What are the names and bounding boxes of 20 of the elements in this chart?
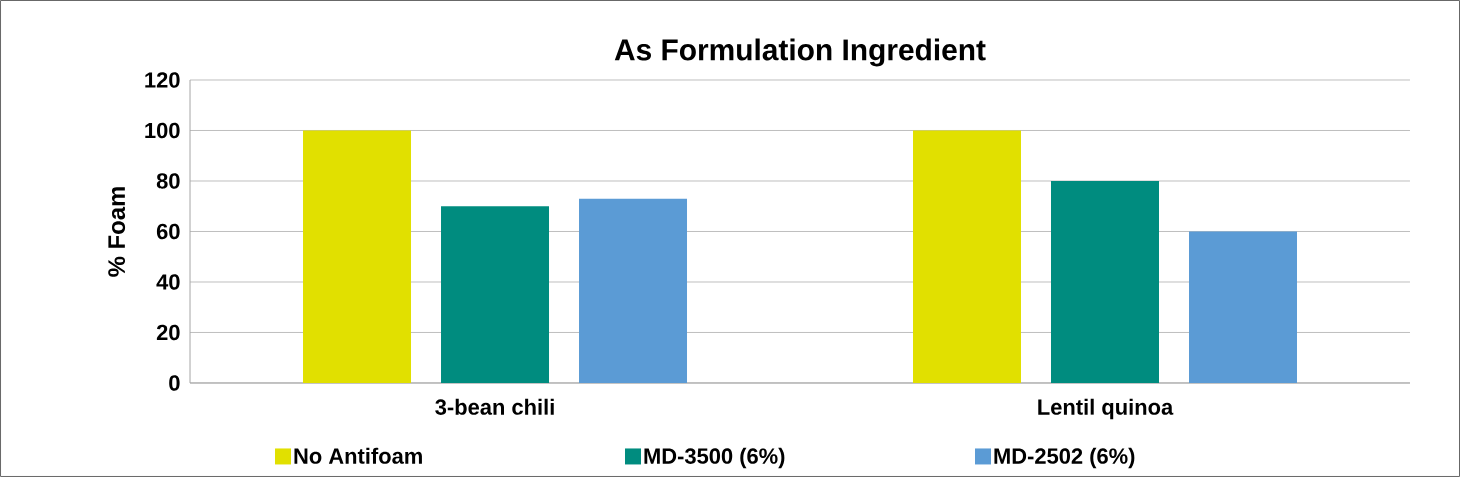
y-tick-label: 100	[145, 122, 180, 139]
legend-label: MD-3500 (6%)	[644, 447, 785, 469]
x-tick-label: 3-bean chili	[435, 398, 554, 415]
y-tick-label: 40	[156, 274, 180, 290]
bar	[913, 130, 1021, 383]
bar	[1189, 231, 1297, 383]
y-tick-label: 20	[156, 324, 180, 341]
y-tick-label: 60	[156, 223, 180, 240]
bar	[441, 206, 550, 383]
y-tick-label: 120	[145, 72, 180, 88]
y-axis-title: % Foam	[108, 187, 126, 277]
y-tick-label: 0	[169, 375, 180, 391]
legend-label: No Antifoam	[294, 447, 422, 464]
bar	[579, 198, 688, 383]
x-tick-label: Lentil quinoa	[1038, 398, 1174, 420]
bar	[303, 130, 412, 383]
bar	[1051, 180, 1159, 383]
legend-label: MD-2502 (6%)	[994, 447, 1135, 469]
chart-title: As Formulation Ingredient	[614, 38, 986, 67]
y-tick-label: 80	[156, 173, 180, 189]
